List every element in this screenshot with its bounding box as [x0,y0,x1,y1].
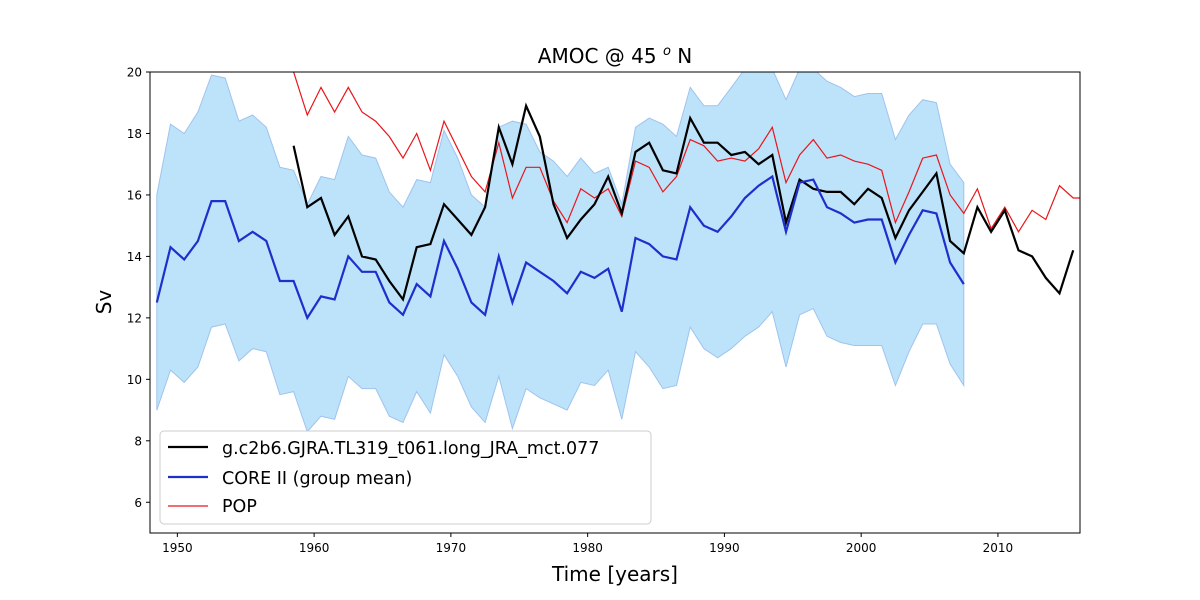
legend: g.c2b6.GJRA.TL319_t061.long_JRA_mct.077 … [159,430,652,525]
y-tick-label: 14 [127,250,142,264]
y-axis-label: Sv [92,290,116,315]
plot-area [155,72,1080,433]
x-tick-label: 2000 [846,541,877,555]
y-tick-label: 20 [127,66,142,80]
legend-label-experiment: g.c2b6.GJRA.TL319_t061.long_JRA_mct.077 [222,439,599,459]
legend-label-pop: POP [222,497,257,517]
series-line-core-mean [155,174,965,321]
x-tick-label: 1950 [162,541,193,555]
x-tick-label: 1990 [709,541,740,555]
y-tick-label: 18 [127,127,142,141]
x-tick-label: 1980 [572,541,603,555]
x-axis-ticks: 1950 1960 1970 1980 1990 2000 2010 [162,533,1013,555]
series-line-experiment [292,102,1075,302]
y-tick-label: 8 [134,434,142,448]
x-tick-label: 2010 [983,541,1014,555]
y-tick-label: 16 [127,188,142,202]
title-superscript: o [663,44,671,59]
axes-frame [149,71,1081,534]
y-tick-label: 10 [127,373,142,387]
y-axis-ticks: 6 8 10 12 14 16 18 20 [127,66,150,510]
series-layer [155,72,1080,321]
x-axis-label: Time [years] [551,562,678,586]
legend-frame [159,430,652,525]
title-suffix: N [671,44,692,68]
chart-title: AMOC @ 45 o N [538,44,692,68]
x-tick-label: 1970 [436,541,467,555]
series-line-pop [293,72,1080,233]
y-tick-label: 6 [134,496,142,510]
legend-label-core: CORE II (group mean) [222,469,412,489]
x-tick-label: 1960 [299,541,330,555]
y-tick-label: 12 [127,311,142,325]
